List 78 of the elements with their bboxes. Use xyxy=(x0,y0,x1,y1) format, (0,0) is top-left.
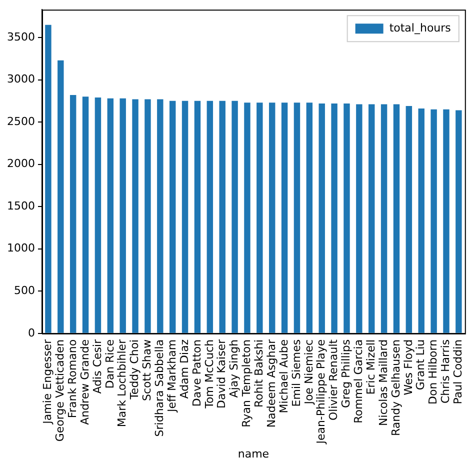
x-tick-label: Andrew Grande xyxy=(78,339,92,425)
x-tick-label: Tom McCuch xyxy=(202,339,216,410)
bar xyxy=(443,109,450,333)
bar xyxy=(294,102,300,333)
bar xyxy=(232,100,238,333)
legend-label: total_hours xyxy=(389,21,452,34)
bar xyxy=(268,102,276,333)
bar xyxy=(45,24,52,333)
x-tick-label: Joe Niemiec xyxy=(302,339,316,406)
x-tick-label: Grant Liu xyxy=(414,339,428,390)
y-tick-label: 500 xyxy=(14,284,35,297)
x-tick-label: Adam Diaz xyxy=(178,339,191,399)
x-tick-label: Dan Rice xyxy=(103,339,116,389)
x-tick-label: Rommel Garcia xyxy=(352,339,366,424)
bar xyxy=(206,100,214,333)
bar xyxy=(318,103,325,333)
bar xyxy=(82,96,89,333)
bar xyxy=(344,103,350,333)
bar xyxy=(393,104,400,333)
bar xyxy=(169,100,176,333)
x-tick-label: Nadeem Asghar xyxy=(264,338,278,428)
x-tick-label: Ajay Singh xyxy=(228,339,241,398)
y-tick-label: 0 xyxy=(28,326,35,340)
x-tick-label: Paul Coddin xyxy=(452,339,465,404)
bar xyxy=(256,102,263,333)
y-tick-label: 3500 xyxy=(6,30,35,44)
x-tick-label: Eric Mizell xyxy=(364,339,378,395)
x-tick-label: Frank Romano xyxy=(66,339,79,418)
bar xyxy=(120,98,126,333)
x-tick-label: Chris Harris xyxy=(439,339,452,404)
x-tick-label: Jean-Philippe Playe xyxy=(314,339,328,445)
bar xyxy=(58,60,64,333)
bar xyxy=(306,102,313,333)
bar xyxy=(182,100,188,333)
x-tick-label: Scott Shaw xyxy=(140,339,154,401)
x-tick-label: Jamie Engesser xyxy=(41,338,54,425)
y-tick-label: 1000 xyxy=(6,242,35,255)
bar xyxy=(107,98,114,333)
x-tick-label: Ryan Templeton xyxy=(240,339,254,428)
x-tick-label: Rohit Bakshi xyxy=(252,339,266,408)
bar xyxy=(331,103,338,333)
x-axis-title: name xyxy=(238,447,270,460)
bar xyxy=(144,99,151,333)
bar xyxy=(368,104,375,333)
x-tick-label: David Kaiser xyxy=(215,338,228,408)
x-tick-label: Emil Siemes xyxy=(290,339,303,407)
x-tick-label: Adis Cesir xyxy=(90,338,104,394)
x-tick-label: Wes Floyd xyxy=(402,339,415,396)
y-tick-label: 1500 xyxy=(6,199,35,212)
bar xyxy=(157,99,164,333)
bar xyxy=(94,98,102,333)
x-tick-label: George Vetticaden xyxy=(54,339,67,442)
x-tick-label: Mark Lochbihler xyxy=(116,338,129,428)
bar xyxy=(70,94,76,333)
bar xyxy=(244,102,250,333)
bar xyxy=(281,102,288,333)
x-tick-label: Jeff Markham xyxy=(165,339,178,414)
x-tick-label: Dave Patton xyxy=(190,339,204,407)
x-tick-label: Don Hilborn xyxy=(426,339,440,404)
bar xyxy=(132,99,138,333)
x-tick-label: Olivier Renault xyxy=(327,338,340,420)
y-tick-label: 2500 xyxy=(6,114,35,128)
y-tick-label: 3000 xyxy=(6,72,35,86)
bar xyxy=(406,106,412,333)
x-tick-label: Sridhara Sabbella xyxy=(153,339,166,437)
bar xyxy=(430,109,437,333)
y-tick-label: 2000 xyxy=(6,157,35,170)
bar xyxy=(380,104,388,333)
x-tick-label: Teddy Choi xyxy=(128,339,142,400)
bar xyxy=(194,100,201,333)
x-tick-label: Michael Aube xyxy=(277,339,290,414)
x-tick-label: Randy Gelhausen xyxy=(389,339,402,436)
x-tick-label: Greg Phillips xyxy=(340,339,353,408)
x-tick-label: Nicolas Maillard xyxy=(376,339,390,426)
bar xyxy=(356,104,362,333)
bar xyxy=(456,110,462,333)
bar xyxy=(418,108,424,333)
bar xyxy=(219,100,226,333)
